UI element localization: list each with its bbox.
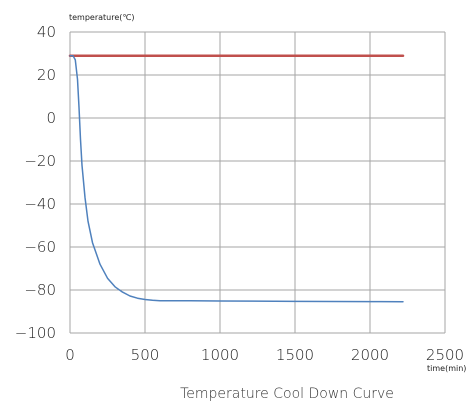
x-tick-label: 2500 [426, 346, 464, 364]
x-tick-label: 500 [131, 346, 160, 364]
x-tick-label: 0 [65, 346, 75, 364]
axes [69, 32, 445, 334]
x-axis-label: time(min) [427, 364, 466, 373]
x-tick-label: 1500 [276, 346, 314, 364]
series-lines [68, 54, 405, 303]
grid [70, 31, 446, 333]
x-tick-label: 2000 [351, 346, 389, 364]
y-tick-label: −40 [24, 195, 56, 213]
x-tick-labels: 0 500 1000 1500 2000 2500 [65, 346, 464, 364]
y-tick-label: 0 [46, 109, 56, 127]
x-tick-label: 1000 [201, 346, 239, 364]
chart-title: Temperature Cool Down Curve [180, 386, 394, 402]
series-line-2 [69, 54, 404, 303]
y-tick-labels: 40 20 0 −20 −40 −60 −80 −100 [15, 23, 56, 342]
y-tick-label: −20 [24, 152, 56, 170]
y-axis-label: temperature(℃) [69, 13, 135, 22]
y-tick-label: 40 [37, 23, 56, 41]
y-tick-label: 20 [37, 66, 56, 84]
y-tick-label: −100 [15, 324, 56, 342]
y-tick-label: −80 [24, 281, 56, 299]
y-tick-label: −60 [24, 238, 56, 256]
